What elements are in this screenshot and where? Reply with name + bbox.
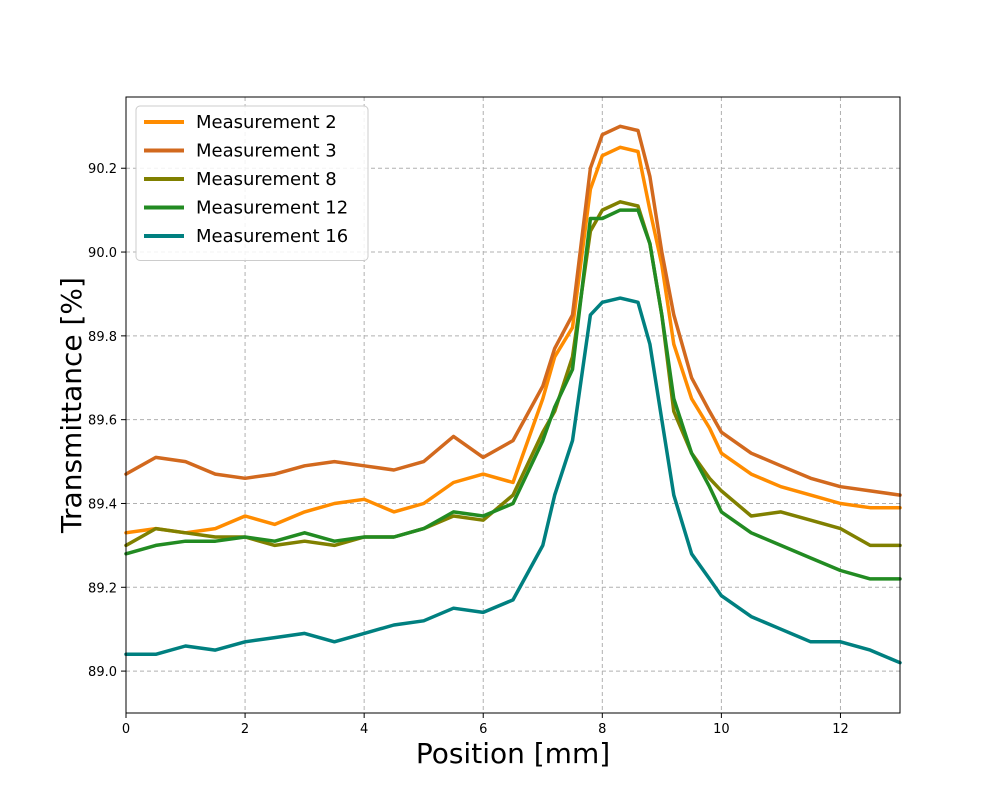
y-tick-label: 89.8 (88, 330, 117, 345)
series-group (124, 124, 902, 665)
y-axis: 89.0 89.2 89.4 89.6 89.8 90.0 90.2 (88, 162, 126, 680)
y-tick-label: 89.6 (88, 414, 117, 429)
x-axis-title: Position [mm] (416, 737, 610, 770)
legend-label: Measurement 16 (196, 226, 348, 247)
x-tick-label: 4 (360, 722, 368, 737)
plot-frame (125, 96, 901, 714)
legend-box (135, 105, 369, 261)
series-line-measurement-3 (124, 124, 902, 497)
legend-label: Measurement 2 (196, 112, 337, 133)
x-tick-label: 6 (479, 722, 487, 737)
y-tick-label: 90.0 (88, 246, 117, 261)
y-tick-label: 89.4 (88, 497, 117, 512)
legend: Measurement 2 Measurement 3 Measurement 8 M… (135, 105, 369, 261)
legend-label: Measurement 12 (196, 198, 348, 219)
series-line-measurement-2 (124, 145, 902, 535)
x-tick-label: 8 (598, 722, 606, 737)
y-tick-label: 90.2 (88, 162, 117, 177)
x-tick-label: 10 (713, 722, 730, 737)
legend-label: Measurement 8 (196, 169, 337, 190)
x-axis: 0 2 4 6 8 10 12 (122, 713, 849, 737)
series-line-measurement-16 (124, 296, 902, 665)
y-axis-title: Transmittance [%] (55, 277, 88, 534)
x-tick-label: 0 (122, 722, 130, 737)
x-tick-label: 2 (241, 722, 249, 737)
legend-label: Measurement 3 (196, 141, 337, 162)
series-line-measurement-12 (124, 208, 902, 581)
y-tick-label: 89.2 (88, 581, 117, 596)
x-tick-label: 12 (832, 722, 849, 737)
y-tick-label: 89.0 (88, 665, 117, 680)
